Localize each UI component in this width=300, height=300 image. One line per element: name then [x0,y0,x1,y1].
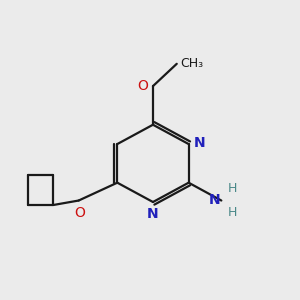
Text: O: O [74,206,85,220]
Text: N: N [194,136,205,151]
Text: N: N [147,207,159,221]
Text: CH₃: CH₃ [180,57,203,70]
Text: H: H [227,182,237,195]
Text: O: O [138,79,148,92]
Text: N: N [209,193,221,207]
Text: H: H [227,206,237,219]
